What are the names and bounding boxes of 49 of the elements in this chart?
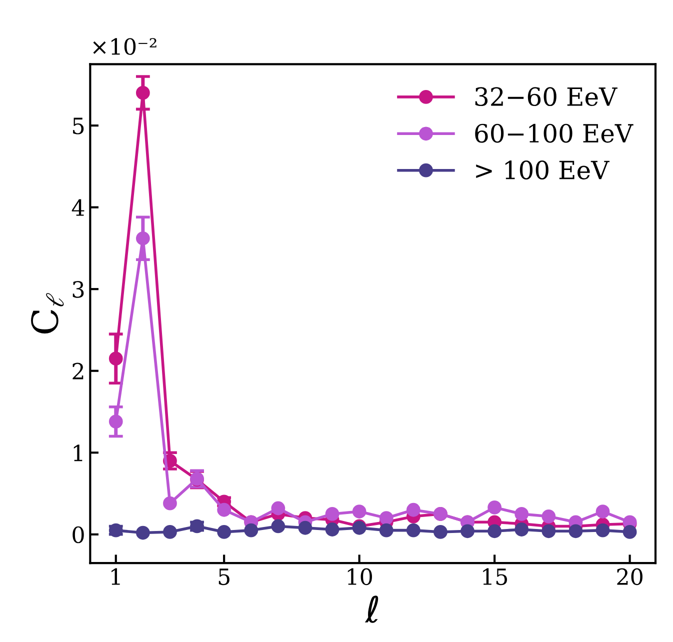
point bbox=[108, 414, 123, 429]
point bbox=[568, 524, 583, 538]
y-tick-label: 4 bbox=[72, 199, 84, 216]
y-tick-label: 1 bbox=[74, 444, 82, 462]
point bbox=[244, 523, 258, 538]
x-axis-title: ℓ bbox=[364, 596, 378, 623]
point bbox=[460, 524, 474, 538]
point bbox=[136, 231, 150, 246]
point bbox=[325, 522, 340, 536]
point bbox=[379, 523, 394, 538]
legend-label: 32−60 EeV bbox=[475, 87, 618, 106]
y-tick-label: 3 bbox=[72, 281, 84, 298]
point bbox=[542, 509, 556, 524]
x-tick-label: 20 bbox=[617, 568, 642, 586]
y-tick-label: 2 bbox=[72, 362, 84, 380]
point bbox=[514, 507, 529, 521]
point bbox=[217, 525, 232, 539]
point bbox=[298, 520, 312, 535]
point bbox=[136, 526, 150, 540]
point bbox=[217, 502, 232, 517]
point bbox=[406, 523, 420, 538]
point bbox=[596, 523, 610, 538]
y-axis-title: C$_{ℓ}$ bbox=[31, 293, 64, 334]
point bbox=[622, 525, 637, 539]
y-tick-label: 0 bbox=[72, 526, 84, 544]
text: ×10⁻² bbox=[93, 38, 156, 55]
point bbox=[163, 496, 177, 510]
point bbox=[271, 519, 286, 534]
legend-label: > 100 EeV bbox=[476, 160, 610, 180]
point bbox=[542, 524, 556, 538]
point bbox=[514, 522, 529, 536]
point bbox=[488, 524, 502, 538]
point bbox=[108, 352, 123, 366]
x-tick-label: 5 bbox=[218, 568, 230, 586]
point bbox=[163, 525, 177, 539]
point bbox=[406, 502, 420, 517]
point bbox=[379, 511, 394, 525]
legend-label: 60−100 EeV bbox=[475, 124, 634, 143]
point bbox=[325, 507, 340, 521]
point bbox=[596, 504, 610, 518]
x-tick-label: 1 bbox=[112, 568, 120, 585]
x-tick-label: 10 bbox=[348, 568, 372, 586]
y-tick-label: 5 bbox=[73, 118, 84, 134]
point bbox=[136, 86, 150, 100]
point bbox=[488, 500, 502, 514]
x-tick-label: 15 bbox=[483, 568, 507, 586]
point bbox=[271, 501, 286, 516]
point bbox=[352, 504, 366, 518]
point bbox=[434, 525, 448, 539]
